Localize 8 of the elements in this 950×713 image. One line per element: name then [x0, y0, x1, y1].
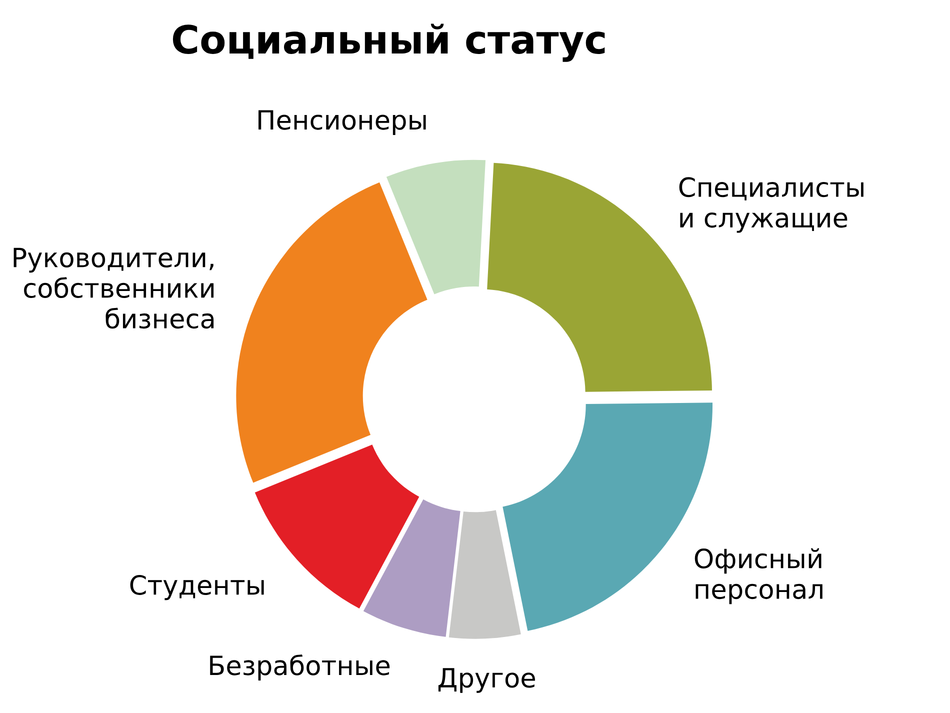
chart-title: Социальный статус [172, 24, 605, 62]
slice-label: Офисный персонал [694, 548, 822, 604]
slice-label: Специалисты и служащие [679, 177, 864, 233]
slice-label: Безработные [210, 654, 390, 680]
slice-label: Руководители, собственники бизнеса [14, 248, 214, 329]
slice-label: Пенсионеры [258, 110, 426, 135]
slice-label: Другое [438, 668, 535, 693]
slice-label: Студенты [130, 575, 264, 600]
